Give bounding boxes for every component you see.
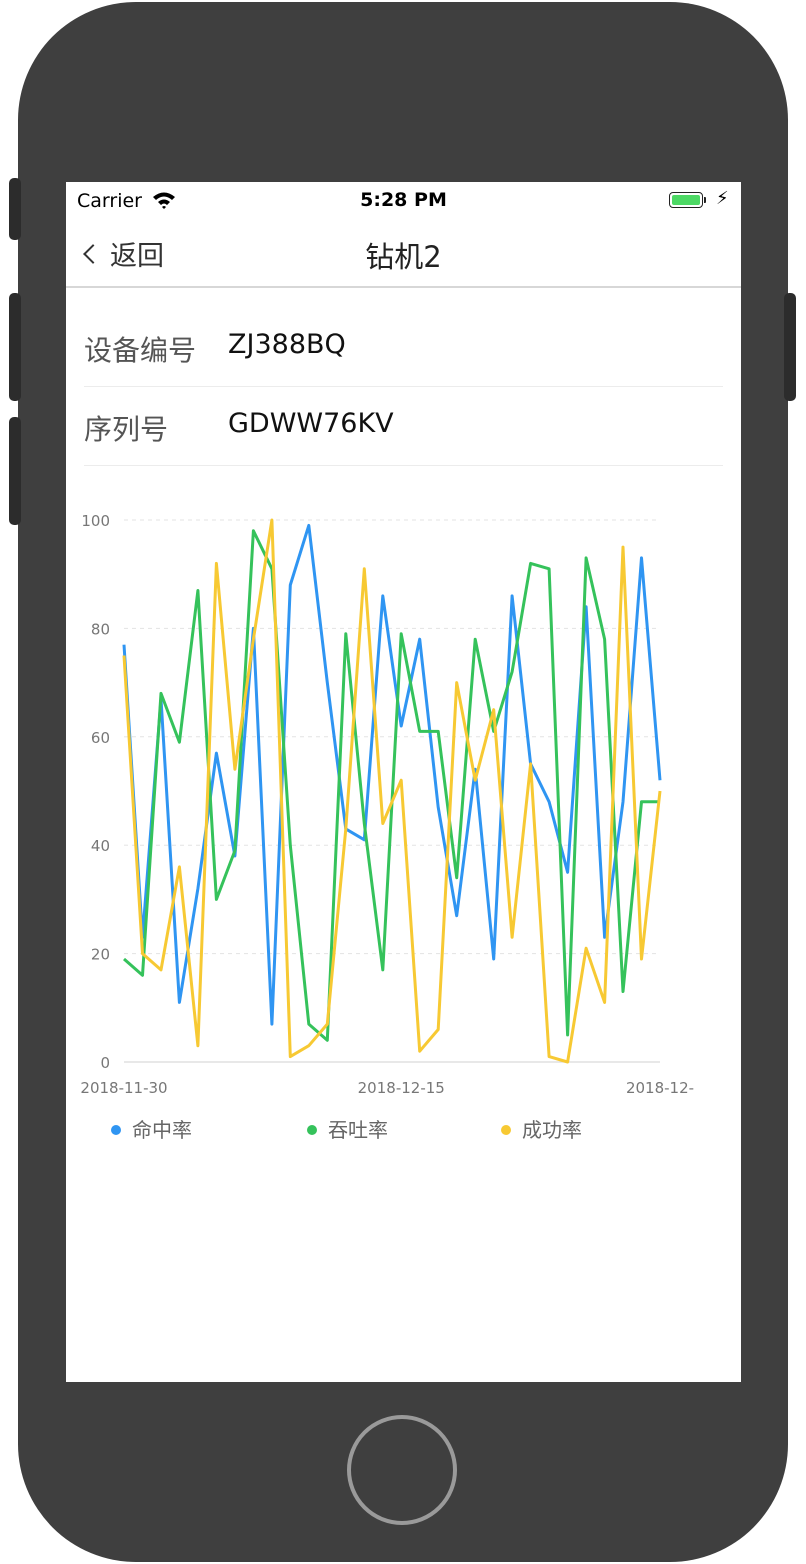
legend-dot bbox=[501, 1125, 511, 1135]
page-title: 钻机2 bbox=[365, 240, 442, 274]
wifi-icon bbox=[153, 192, 175, 209]
app-screen: Carrier 5:28 PM ⚡ 返回 钻机2 设备编号 ZJ388BQ 序列… bbox=[66, 182, 741, 1382]
legend-label: 命中率 bbox=[132, 1118, 192, 1142]
legend-dot bbox=[307, 1125, 317, 1135]
x-tick-label: 2018-11-30 bbox=[80, 1079, 167, 1097]
line-chart: 0 20 40 60 80 100 2018-11-30 2018-12-15 2018-12-… bbox=[80, 512, 694, 1142]
y-tick-label: 100 bbox=[81, 512, 110, 530]
series-line-3 bbox=[122, 518, 662, 1064]
volume-down-button bbox=[9, 417, 21, 525]
series-line-1 bbox=[122, 523, 662, 1026]
info-row-serial: 序列号 GDWW76KV bbox=[84, 387, 723, 466]
back-button[interactable]: 返回 bbox=[82, 234, 164, 273]
y-tick-label: 0 bbox=[100, 1054, 110, 1072]
legend-dot bbox=[111, 1125, 121, 1135]
power-button bbox=[784, 293, 796, 401]
x-tick-label: 2018-12- bbox=[626, 1079, 694, 1097]
y-tick-label: 40 bbox=[91, 837, 110, 855]
legend-label: 成功率 bbox=[522, 1118, 582, 1142]
x-tick-label: 2018-12-15 bbox=[358, 1079, 445, 1097]
info-row-device-id: 设备编号 ZJ388BQ bbox=[84, 308, 723, 387]
serial-value: GDWW76KV bbox=[228, 408, 394, 439]
device-id-value: ZJ388BQ bbox=[228, 329, 346, 360]
serial-label: 序列号 bbox=[84, 413, 169, 446]
volume-up-button bbox=[9, 293, 21, 401]
device-id-label: 设备编号 bbox=[84, 334, 197, 367]
back-label: 返回 bbox=[110, 241, 164, 272]
status-time: 5:28 PM bbox=[360, 189, 447, 211]
home-button[interactable] bbox=[347, 1415, 457, 1525]
y-tick-label: 20 bbox=[91, 946, 110, 964]
battery-tip bbox=[704, 197, 706, 203]
carrier-label: Carrier bbox=[77, 190, 142, 212]
charging-icon: ⚡ bbox=[716, 188, 729, 209]
ringer-switch bbox=[9, 178, 21, 240]
battery-icon bbox=[669, 192, 703, 208]
status-bar: Carrier 5:28 PM ⚡ bbox=[66, 182, 741, 220]
y-tick-label: 60 bbox=[91, 729, 110, 747]
nav-bar: 返回 钻机2 bbox=[66, 220, 741, 288]
legend-label: 吞吐率 bbox=[328, 1118, 388, 1142]
y-tick-label: 80 bbox=[91, 620, 110, 638]
series-line-2 bbox=[123, 529, 660, 1042]
